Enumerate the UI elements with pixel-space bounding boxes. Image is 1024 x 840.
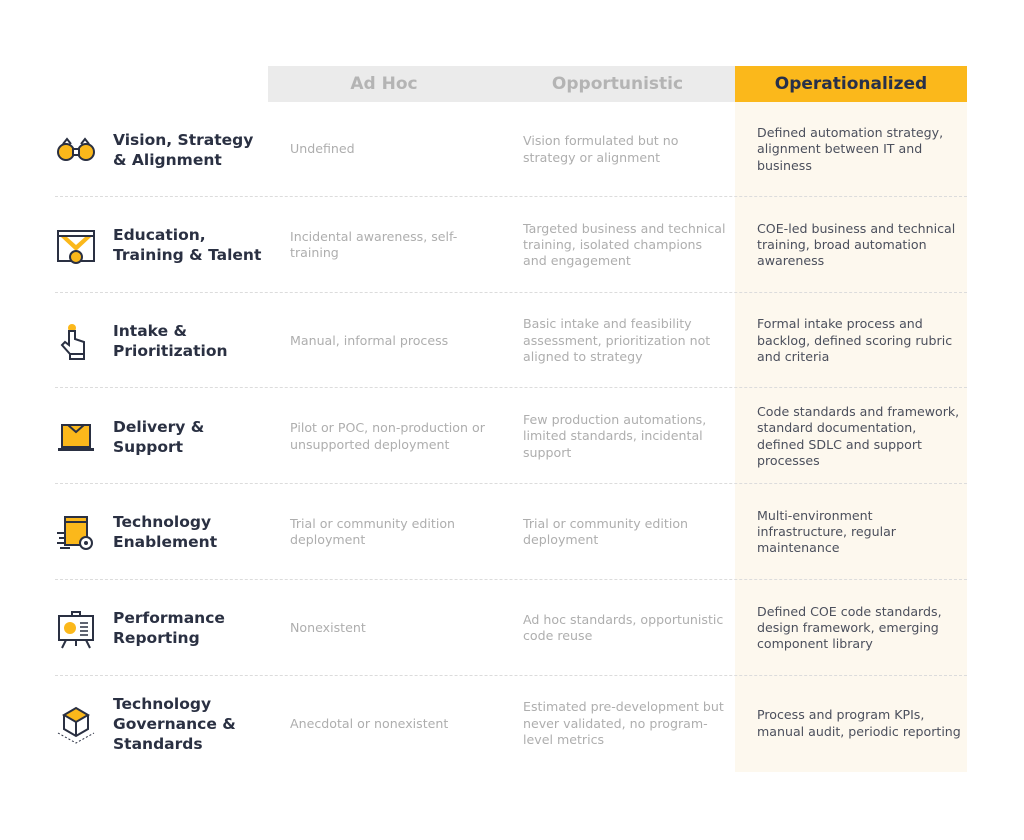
column-header-opportunistic: Opportunistic (500, 66, 735, 102)
cell-opportunistic: Vision formulated but no strategy or ali… (523, 133, 679, 165)
cell-operationalized: Code standards and framework, standard d… (757, 404, 960, 468)
row-label: Intake & Prioritization (113, 321, 228, 360)
laptop-mail-icon (55, 417, 97, 457)
row-label: Performance Reporting (113, 609, 225, 647)
cell-operationalized: Defined automation strategy, alignment b… (757, 125, 944, 173)
cell-operationalized: Process and program KPIs, manual audit, … (757, 707, 961, 739)
table-row: Intake & Prioritization Manual, informal… (55, 293, 967, 389)
cell-ad-hoc: Nonexistent (290, 619, 366, 635)
operationalized-column-bg (735, 102, 967, 772)
cell-ad-hoc: Trial or community edition deployment (290, 516, 456, 548)
table-row: Technology Governance & Standards Anecdo… (55, 676, 967, 771)
row-label: Technology Governance & Standards (113, 694, 236, 753)
column-header-operationalized: Operationalized (735, 66, 967, 102)
binoculars-icon (55, 130, 97, 170)
cell-operationalized: Formal intake process and backlog, defin… (757, 316, 953, 365)
column-header-ad-hoc: Ad Hoc (268, 66, 500, 102)
cube-icon (55, 704, 97, 744)
medal-icon (55, 226, 97, 266)
table-row: Delivery & Support Pilot or POC, non-pro… (55, 389, 967, 485)
cell-ad-hoc: Undefined (290, 141, 355, 157)
cell-ad-hoc: Anecdotal or nonexistent (290, 715, 449, 731)
window-gear-icon (55, 513, 97, 553)
cell-opportunistic: Ad hoc standards, opportunistic code reu… (523, 611, 724, 643)
cell-ad-hoc: Pilot or POC, non-production or unsuppor… (290, 420, 485, 452)
row-label: Delivery & Support (113, 417, 205, 456)
cell-operationalized: Defined COE code standards, design frame… (757, 603, 942, 652)
table-row: Technology Enablement Trial or community… (55, 485, 967, 580)
row-label: Education, Training & Talent (113, 226, 262, 265)
cell-opportunistic: Basic intake and feasibility assessment,… (523, 316, 711, 365)
cell-operationalized: Multi-environment infrastructure, regula… (757, 507, 896, 556)
cell-opportunistic: Targeted business and technical training… (523, 220, 726, 269)
table-row: Vision, Strategy & Alignment Undefined V… (55, 102, 967, 197)
cell-opportunistic: Trial or community edition deployment (523, 516, 689, 548)
cell-ad-hoc: Manual, informal process (290, 332, 449, 348)
table-row: Performance Reporting Nonexistent Ad hoc… (55, 581, 967, 676)
table-row: Education, Training & Talent Incidental … (55, 198, 967, 293)
cell-ad-hoc: Incidental awareness, self-training (290, 228, 458, 261)
row-label: Vision, Strategy & Alignment (113, 130, 254, 169)
cell-opportunistic: Estimated pre-development but never vali… (523, 699, 724, 747)
cell-operationalized: COE-led business and technical training,… (757, 220, 956, 269)
row-label: Technology Enablement (113, 513, 218, 552)
cell-opportunistic: Few production automations, limited stan… (523, 412, 707, 460)
hand-pointer-icon (55, 321, 97, 361)
presentation-board-icon (55, 609, 97, 649)
